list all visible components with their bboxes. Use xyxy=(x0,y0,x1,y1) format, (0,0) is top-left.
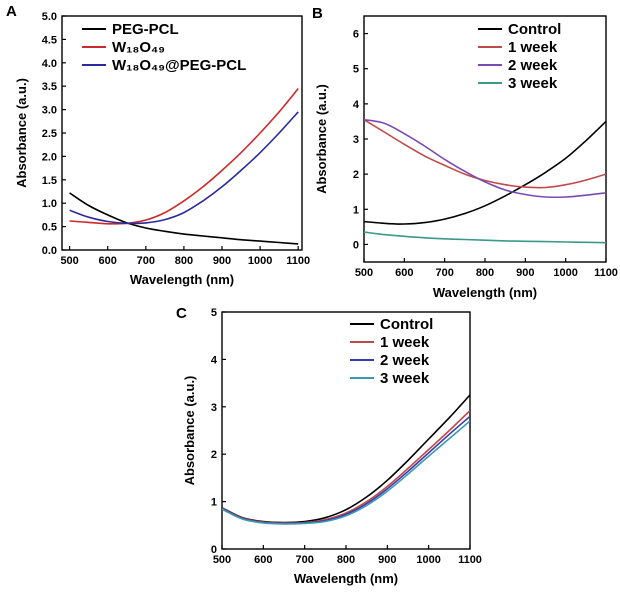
legend-label: 1 week xyxy=(508,39,558,56)
legend-label: PEG-PCL xyxy=(112,21,179,38)
legend-label: 3 week xyxy=(508,75,558,92)
x-tick-label: 600 xyxy=(254,554,272,566)
legend-label: 2 week xyxy=(380,352,430,369)
x-tick-label: 600 xyxy=(395,267,413,279)
legend-label: 1 week xyxy=(380,334,430,351)
x-tick-label: 800 xyxy=(476,267,494,279)
x-axis-label: Wavelength (nm) xyxy=(294,571,398,586)
y-tick-label: 2.0 xyxy=(42,151,57,163)
y-tick-label: 0.0 xyxy=(42,245,57,257)
panel-label: A xyxy=(6,3,17,20)
series-line-1 xyxy=(364,119,606,189)
y-axis-label: Absorbance (a.u.) xyxy=(182,376,197,486)
panel-label: C xyxy=(176,305,187,322)
series-line-0 xyxy=(364,120,606,225)
y-tick-label: 5 xyxy=(353,64,359,76)
panel-a: A 500 600 700 800 900 1000 1100 0.0 0.5 1.0 1.5 2.0 2… xyxy=(6,3,310,287)
y-tick-label: 5 xyxy=(211,307,217,319)
x-tick-label: 500 xyxy=(60,255,78,267)
y-tick-label: 1.0 xyxy=(42,198,57,210)
y-tick-label: 2 xyxy=(353,169,359,181)
x-tick-label: 700 xyxy=(295,554,313,566)
y-tick-label: 6 xyxy=(353,29,359,41)
x-tick-label: 900 xyxy=(213,255,231,267)
x-axis-label: Wavelength (nm) xyxy=(130,272,234,287)
x-tick-label: 700 xyxy=(435,267,453,279)
x-tick-label: 600 xyxy=(99,255,117,267)
x-tick-label: 500 xyxy=(355,267,373,279)
y-tick-label: 5.0 xyxy=(42,11,57,23)
y-tick-label: 4.5 xyxy=(42,34,57,46)
y-tick-label: 1 xyxy=(353,204,359,216)
y-tick-label: 4.0 xyxy=(42,58,57,70)
panel-c: C 500 600 700 800 900 1000 1100 0 1 2 3 4 5 Wavelength… xyxy=(176,305,482,586)
series-line-2 xyxy=(364,118,606,199)
y-tick-label: 0 xyxy=(211,544,217,556)
x-tick-label: 1100 xyxy=(286,255,310,267)
x-tick-label: 1100 xyxy=(458,554,482,566)
y-tick-label: 1 xyxy=(211,497,217,509)
y-axis-label: Absorbance (a.u.) xyxy=(314,84,329,194)
x-tick-label: 800 xyxy=(175,255,193,267)
plot-frame xyxy=(363,15,607,263)
y-tick-label: 3 xyxy=(211,402,217,414)
x-tick-label: 800 xyxy=(337,554,355,566)
x-tick-label: 500 xyxy=(213,554,231,566)
legend-label: W₁₈O₄₉@PEG-PCL xyxy=(112,57,246,74)
series-line-3 xyxy=(222,420,470,525)
legend-label: 3 week xyxy=(380,370,430,387)
y-tick-label: 0.5 xyxy=(42,222,57,234)
series-line-2 xyxy=(222,415,470,525)
series-line-3 xyxy=(364,231,606,244)
series-line-2 xyxy=(69,111,299,225)
x-tick-label: 1000 xyxy=(248,255,272,267)
legend-label: W₁₈O₄₉ xyxy=(112,39,165,56)
x-tick-label: 1000 xyxy=(416,554,440,566)
y-tick-label: 3.0 xyxy=(42,105,57,117)
legend-label: 2 week xyxy=(508,57,558,74)
y-tick-label: 3.5 xyxy=(42,81,57,93)
y-tick-label: 0 xyxy=(353,239,359,251)
series-line-0 xyxy=(69,192,299,245)
y-tick-label: 2 xyxy=(211,449,217,461)
x-tick-label: 700 xyxy=(137,255,155,267)
x-axis-label: Wavelength (nm) xyxy=(433,285,537,300)
y-axis-label: Absorbance (a.u.) xyxy=(14,78,29,188)
panel-b: B 500 600 700 800 900 1000 1100 0 1 2 3 4 5 6 Wavelengt… xyxy=(312,5,618,300)
x-tick-label: 1100 xyxy=(594,267,618,279)
x-tick-label: 1000 xyxy=(553,267,577,279)
y-tick-label: 4 xyxy=(211,354,218,366)
y-tick-label: 2.5 xyxy=(42,128,57,140)
series-line-1 xyxy=(69,87,299,225)
x-tick-label: 900 xyxy=(378,554,396,566)
series-line-1 xyxy=(222,410,470,524)
legend-label: Control xyxy=(508,21,561,38)
y-tick-label: 4 xyxy=(353,99,360,111)
legend-label: Control xyxy=(380,316,433,333)
series-line-0 xyxy=(222,394,470,524)
panel-label: B xyxy=(312,5,323,22)
y-tick-label: 1.5 xyxy=(42,175,57,187)
x-tick-label: 900 xyxy=(516,267,534,279)
plot-frame xyxy=(61,15,303,251)
y-tick-label: 3 xyxy=(353,134,359,146)
